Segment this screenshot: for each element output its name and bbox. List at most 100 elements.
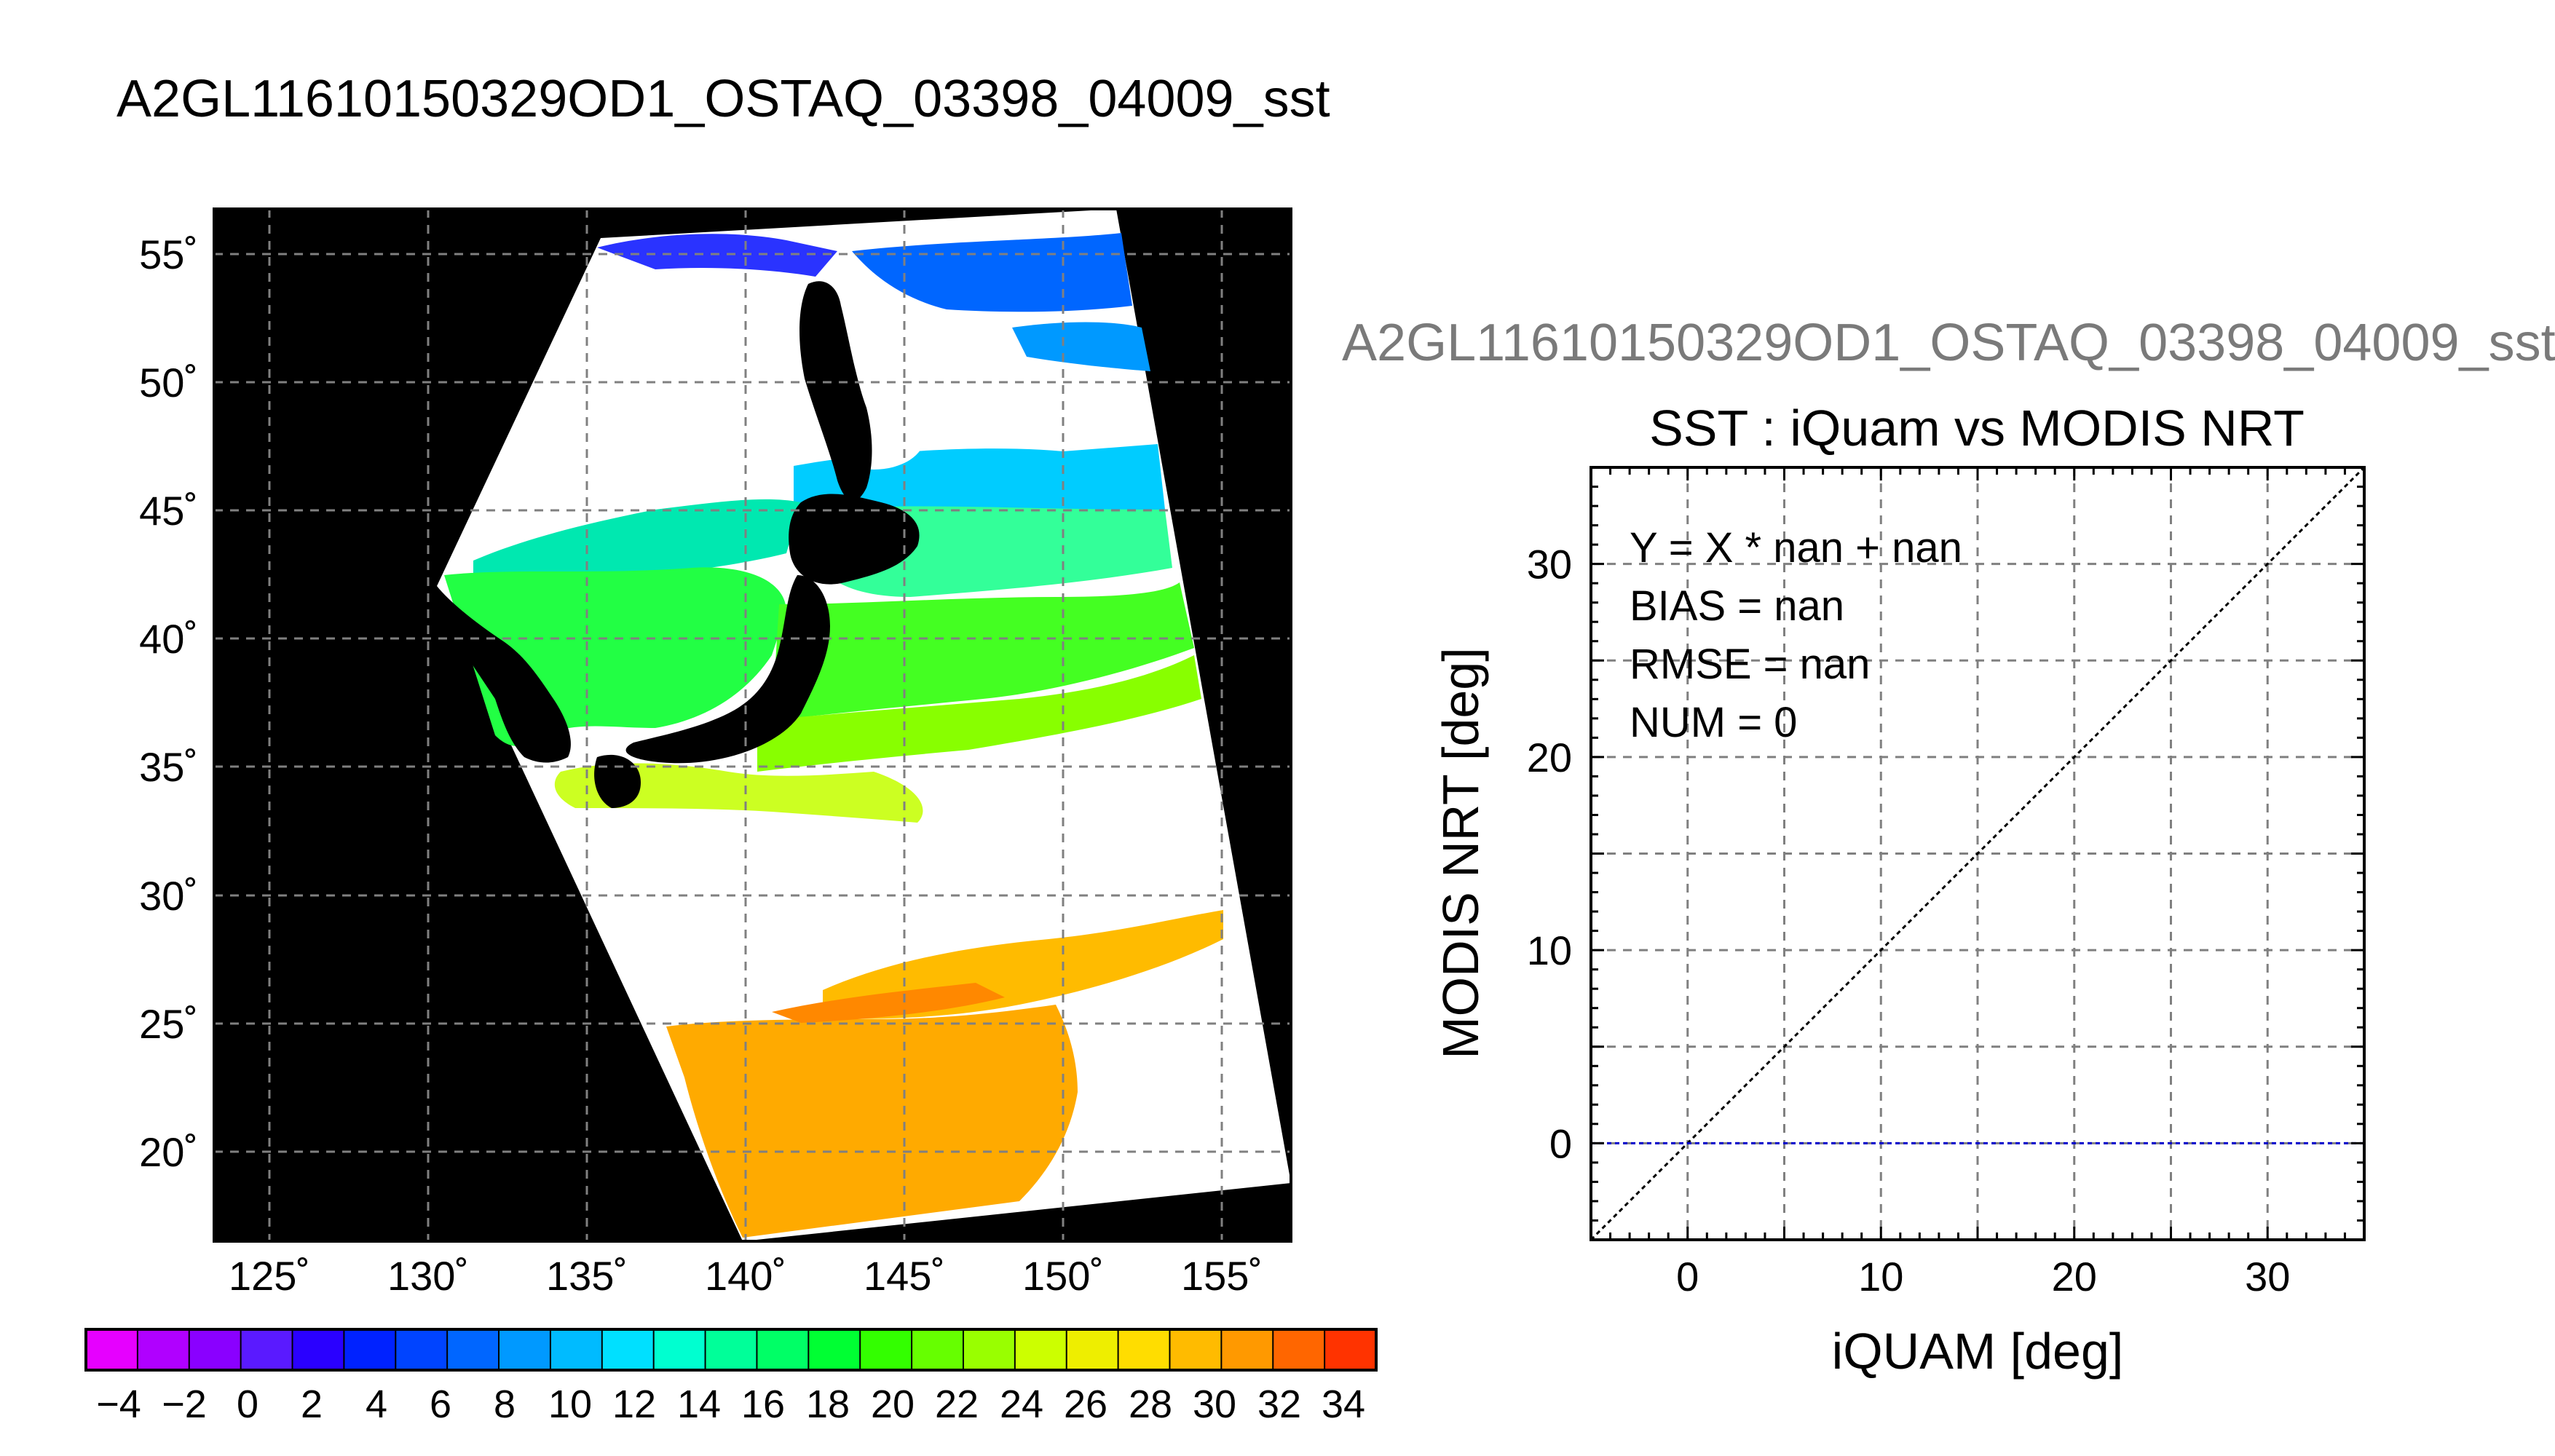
map-y-tick: 55˚ (139, 232, 198, 277)
map-x-tick: 150˚ (1022, 1253, 1104, 1299)
colorbar-tick: 0 (237, 1382, 258, 1426)
scatter-x-ticks: 0 10 20 30 (1676, 1254, 2290, 1299)
map-x-tick: 155˚ (1181, 1253, 1263, 1299)
colorbar-tick: 26 (1064, 1382, 1107, 1426)
colorbar-swatch (499, 1329, 551, 1370)
colorbar-tick: 22 (935, 1382, 979, 1426)
colorbar-tick: −2 (162, 1382, 207, 1426)
scatter-y-tick: 10 (1527, 927, 1572, 973)
scatter-x-tick: 30 (2245, 1254, 2290, 1299)
land-kyushu (594, 754, 641, 808)
scatter-x-label: iQUAM [deg] (1832, 1323, 2124, 1380)
map-graticule (214, 209, 1291, 1241)
colorbar-swatch (1221, 1329, 1273, 1370)
colorbar-swatch (189, 1329, 242, 1370)
colorbar-frame (84, 1328, 1378, 1372)
colorbar-swatch (1169, 1329, 1222, 1370)
stat-regression: Y = X * nan + nan (1630, 524, 1962, 571)
map-y-tick: 30˚ (139, 873, 198, 919)
colorbar-swatch (344, 1329, 396, 1370)
map-x-tick: 125˚ (229, 1253, 310, 1299)
map-x-ticks: 125˚ 130˚ 135˚ 140˚ 145˚ 150˚ 155˚ (229, 1253, 1263, 1299)
sst-patch-shikoku (554, 763, 923, 823)
colorbar-labels: −4 −2 0 2 4 6 8 10 12 14 16 18 20 22 24 … (96, 1382, 1365, 1426)
colorbar-tick: 14 (677, 1382, 721, 1426)
colorbar-tick: 2 (301, 1382, 323, 1426)
colorbar-tick: 20 (871, 1382, 915, 1426)
colorbar (84, 1328, 1378, 1372)
map-y-ticks: 55˚ 50˚ 45˚ 40˚ 35˚ 30˚ 25˚ 20˚ (139, 232, 198, 1175)
map-x-tick: 145˚ (864, 1253, 945, 1299)
map-y-tick: 35˚ (139, 744, 198, 790)
colorbar-swatch (447, 1329, 499, 1370)
colorbar-swatch (705, 1329, 757, 1370)
colorbar-tick: 10 (548, 1382, 592, 1426)
sst-patch-sea-of-japan-north (473, 499, 801, 584)
colorbar-tick: 28 (1129, 1382, 1172, 1426)
map-x-tick: 135˚ (546, 1253, 628, 1299)
sst-map: 125˚ 130˚ 135˚ 140˚ 145˚ 150˚ 155˚ 55˚ 5… (139, 207, 1292, 1299)
stat-bias: BIAS = nan (1630, 582, 1844, 630)
map-y-tick: 20˚ (139, 1129, 198, 1175)
colorbar-tick: 16 (741, 1382, 785, 1426)
scatter-y-tick: 0 (1549, 1120, 1572, 1166)
colorbar-swatch (240, 1329, 293, 1370)
colorbar-tick: 12 (612, 1382, 656, 1426)
colorbar-swatch (395, 1329, 448, 1370)
land-sakhalin (799, 281, 872, 502)
map-frame (213, 207, 1292, 1243)
colorbar-swatch (1014, 1329, 1067, 1370)
sst-patch-kuroshio-warm (772, 983, 1005, 1023)
main-title: A2GL11610150329OD1_OSTAQ_03398_04009_sst (117, 70, 1330, 128)
scatter-stats: Y = X * nan + nan BIAS = nan RMSE = nan … (1630, 524, 1962, 746)
sst-patch-kuril-west (1012, 322, 1150, 371)
scatter-y-tick: 20 (1527, 735, 1572, 780)
sst-patch-okhotsk (597, 234, 837, 277)
colorbar-swatch (1273, 1329, 1325, 1370)
colorbar-swatch (137, 1329, 190, 1370)
colorbar-swatch (86, 1329, 138, 1370)
colorbar-tick: 18 (806, 1382, 850, 1426)
land-honshu (625, 575, 830, 764)
map-y-tick: 45˚ (139, 488, 198, 534)
colorbar-tick: −4 (96, 1382, 141, 1426)
scatter-x-tick: 0 (1676, 1254, 1699, 1299)
scatter-x-tick: 10 (1858, 1254, 1903, 1299)
scatter-y-label: MODIS NRT [deg] (1432, 647, 1489, 1059)
colorbar-swatch (1324, 1329, 1377, 1370)
scatter-title: SST : iQuam vs MODIS NRT (1649, 400, 2305, 456)
colorbar-swatch (757, 1329, 809, 1370)
map-y-tick: 50˚ (139, 360, 198, 405)
colorbar-swatch (1066, 1329, 1119, 1370)
sst-patch-kuroshio-ext (772, 582, 1194, 721)
identity-line (1591, 467, 2364, 1240)
sst-patch-subtropical (666, 1005, 1078, 1238)
stat-num: NUM = 0 (1630, 699, 1797, 746)
colorbar-swatch (912, 1329, 964, 1370)
sst-patch-south-japan (757, 655, 1201, 772)
stat-rmse: RMSE = nan (1630, 641, 1870, 688)
colorbar-swatch (550, 1329, 603, 1370)
colorbar-tick: 32 (1257, 1382, 1301, 1426)
colorbar-swatch (601, 1329, 655, 1370)
map-y-tick: 25˚ (139, 1001, 198, 1047)
colorbar-swatch (808, 1329, 861, 1370)
map-x-tick: 130˚ (387, 1253, 469, 1299)
colorbar-tick: 6 (430, 1382, 451, 1426)
colorbar-tick: 30 (1193, 1382, 1236, 1426)
scatter-y-tick: 30 (1527, 542, 1572, 587)
land-mask (437, 281, 920, 808)
colorbar-tick: 24 (1000, 1382, 1043, 1426)
colorbar-swatch (292, 1329, 344, 1370)
scatter-y-ticks: 0 10 20 30 (1527, 542, 1572, 1167)
map-x-tick: 140˚ (705, 1253, 786, 1299)
scatter-x-tick: 20 (2052, 1254, 2097, 1299)
map-y-tick: 40˚ (139, 616, 198, 662)
land-korea (437, 586, 571, 763)
land-hokkaido (789, 494, 920, 585)
colorbar-tick: 4 (366, 1382, 387, 1426)
colorbar-swatch (1118, 1329, 1170, 1370)
colorbar-swatch (860, 1329, 912, 1370)
colorbar-swatch (653, 1329, 706, 1370)
